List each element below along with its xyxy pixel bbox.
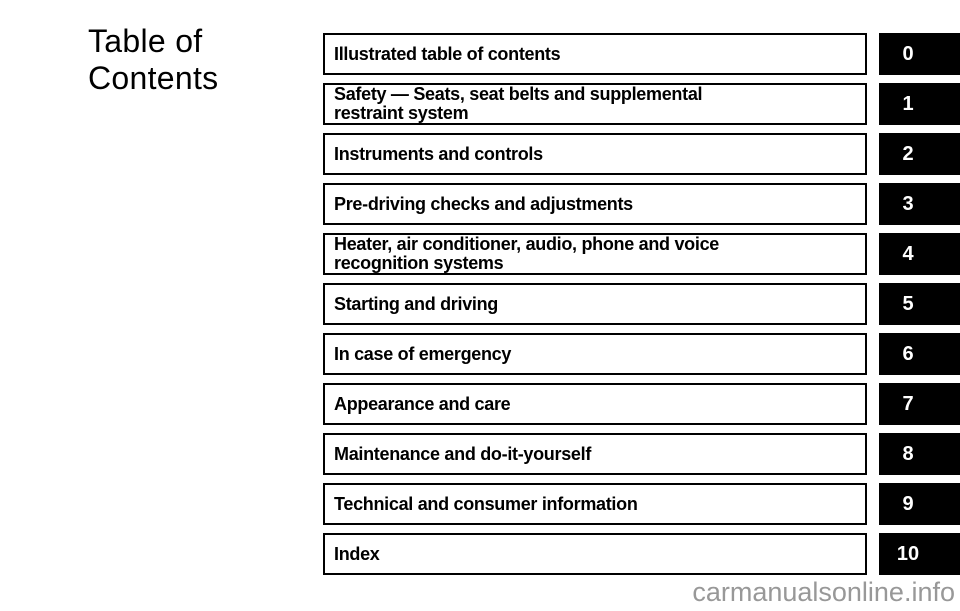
chapter-number: 1 [902,92,914,115]
chapter-tab[interactable]: 4 [879,233,960,275]
toc-row-illustrated-table-of-contents: Illustrated table of contents 0 [323,33,960,75]
page-title-line1: Table of [88,23,203,59]
chapter-tab[interactable]: 9 [879,483,960,525]
page-title: Table of Contents [88,23,218,97]
watermark-site-link[interactable]: carmanualsonline.info [692,577,955,607]
chapter-number: 7 [902,392,914,415]
chapter-number: 9 [902,492,914,515]
chapter-label: Starting and driving [334,293,499,314]
chapter-label: Instruments and controls [334,143,543,164]
chapter-tab[interactable]: 6 [879,333,960,375]
chapter-tab[interactable]: 5 [879,283,960,325]
chapter-tab[interactable]: 10 [879,533,960,575]
chapter-tab[interactable]: 7 [879,383,960,425]
toc-row-heater-audio: Heater, air conditioner, audio, phone an… [323,233,960,275]
chapter-label-box[interactable]: Heater, air conditioner, audio, phone an… [323,233,867,275]
toc-row-in-case-of-emergency: In case of emergency 6 [323,333,960,375]
chapter-label: Illustrated table of contents [334,43,561,64]
chapter-label-line2: recognition systems [334,253,504,273]
chapter-label-line2: restraint system [334,103,469,123]
chapter-label: Appearance and care [334,393,511,414]
chapter-label-box[interactable]: Appearance and care [323,383,867,425]
chapter-number: 3 [902,192,914,215]
chapter-tab[interactable]: 3 [879,183,960,225]
chapter-label-box[interactable]: Starting and driving [323,283,867,325]
chapter-label-box[interactable]: In case of emergency [323,333,867,375]
chapter-tab[interactable]: 2 [879,133,960,175]
chapter-label-box[interactable]: Illustrated table of contents [323,33,867,75]
toc-row-starting-and-driving: Starting and driving 5 [323,283,960,325]
toc-row-appearance-and-care: Appearance and care 7 [323,383,960,425]
chapter-number: 4 [902,242,914,265]
chapter-tab[interactable]: 1 [879,83,960,125]
chapter-label: Pre-driving checks and adjustments [334,193,633,214]
chapter-label: In case of emergency [334,343,512,364]
chapter-number: 8 [902,442,914,465]
chapter-label: Safety — Seats, seat belts and supplemen… [334,84,703,104]
chapter-label-box[interactable]: Maintenance and do-it-yourself [323,433,867,475]
chapter-label: Heater, air conditioner, audio, phone an… [334,234,719,254]
chapter-label-box[interactable]: Safety — Seats, seat belts and supplemen… [323,83,867,125]
chapter-number: 2 [902,142,914,165]
chapter-number: 0 [902,42,914,65]
toc-row-maintenance: Maintenance and do-it-yourself 8 [323,433,960,475]
chapter-number: 5 [902,292,914,315]
chapter-label: Index [334,543,380,564]
page-title-line2: Contents [88,60,219,96]
toc-row-index: Index 10 [323,533,960,575]
chapter-tab[interactable]: 0 [879,33,960,75]
chapter-number: 10 [896,542,920,565]
toc-row-safety: Safety — Seats, seat belts and supplemen… [323,83,960,125]
toc-row-technical-information: Technical and consumer information 9 [323,483,960,525]
toc-row-pre-driving-checks: Pre-driving checks and adjustments 3 [323,183,960,225]
toc-row-instruments-and-controls: Instruments and controls 2 [323,133,960,175]
chapter-label-box[interactable]: Index [323,533,867,575]
chapter-label-box[interactable]: Technical and consumer information [323,483,867,525]
chapter-tab[interactable]: 8 [879,433,960,475]
chapter-number: 6 [902,342,914,365]
toc-list: Illustrated table of contents 0 Safety —… [323,33,960,583]
chapter-label: Technical and consumer information [334,493,638,514]
chapter-label: Maintenance and do-it-yourself [334,443,592,464]
chapter-label-box[interactable]: Instruments and controls [323,133,867,175]
chapter-label-box[interactable]: Pre-driving checks and adjustments [323,183,867,225]
